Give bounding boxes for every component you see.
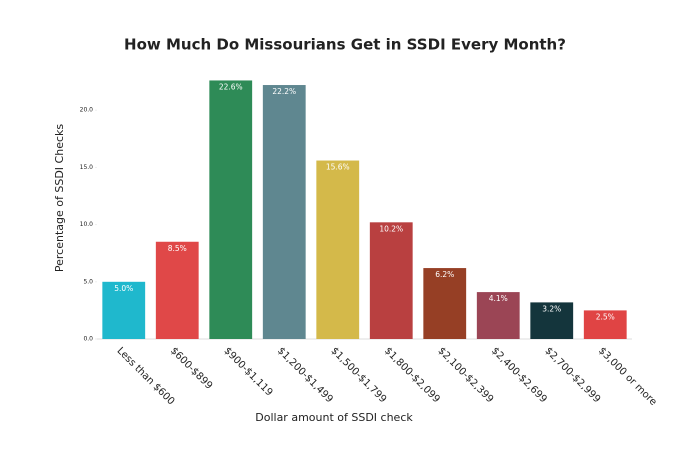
bar (262, 85, 306, 339)
value-label: 2.5% (596, 312, 615, 321)
bar (102, 281, 146, 339)
y-tick-label: 0.0 (83, 336, 93, 343)
bar (316, 160, 360, 339)
value-label: 8.5% (168, 244, 187, 253)
value-label: 4.1% (489, 294, 508, 303)
y-tick-label: 10.0 (80, 221, 94, 228)
x-tick-label: $2,700-$2,999 (543, 345, 603, 405)
value-label: 15.6% (326, 163, 350, 172)
value-label: 10.2% (379, 224, 403, 233)
bar (155, 241, 199, 339)
x-tick-label: $3,000 or more (596, 345, 659, 408)
x-tick-label: $600-$899 (168, 345, 214, 391)
value-label: 22.2% (272, 87, 296, 96)
x-axis-label: Dollar amount of SSDI check (255, 411, 413, 424)
value-label: 5.0% (114, 284, 133, 293)
y-tick-label: 20.0 (80, 107, 94, 114)
x-tick-label: $900-$1,119 (222, 345, 275, 398)
bar (209, 80, 253, 340)
value-label: 6.2% (435, 270, 454, 279)
value-label: 3.2% (542, 304, 561, 313)
bar (583, 310, 627, 339)
x-tick-label: $2,400-$2,699 (489, 345, 549, 405)
value-label: 22.6% (219, 82, 243, 91)
y-tick-label: 5.0 (83, 278, 93, 285)
bar (530, 302, 574, 339)
x-tick-label: Less than $600 (115, 345, 177, 407)
x-tick-label: $1,800-$2,099 (382, 345, 442, 405)
chart-title: How Much Do Missourians Get in SSDI Ever… (124, 36, 566, 54)
x-tick-label: $2,100-$2,399 (436, 345, 496, 405)
x-tick-label: $1,200-$1,499 (275, 345, 335, 405)
x-tick-label: $1,500-$1,799 (329, 345, 389, 405)
y-tick-label: 15.0 (80, 164, 94, 171)
bar (423, 268, 467, 339)
y-axis-label: Percentage of SSDI Checks (53, 124, 66, 272)
bar (369, 222, 413, 339)
bar (476, 292, 520, 339)
